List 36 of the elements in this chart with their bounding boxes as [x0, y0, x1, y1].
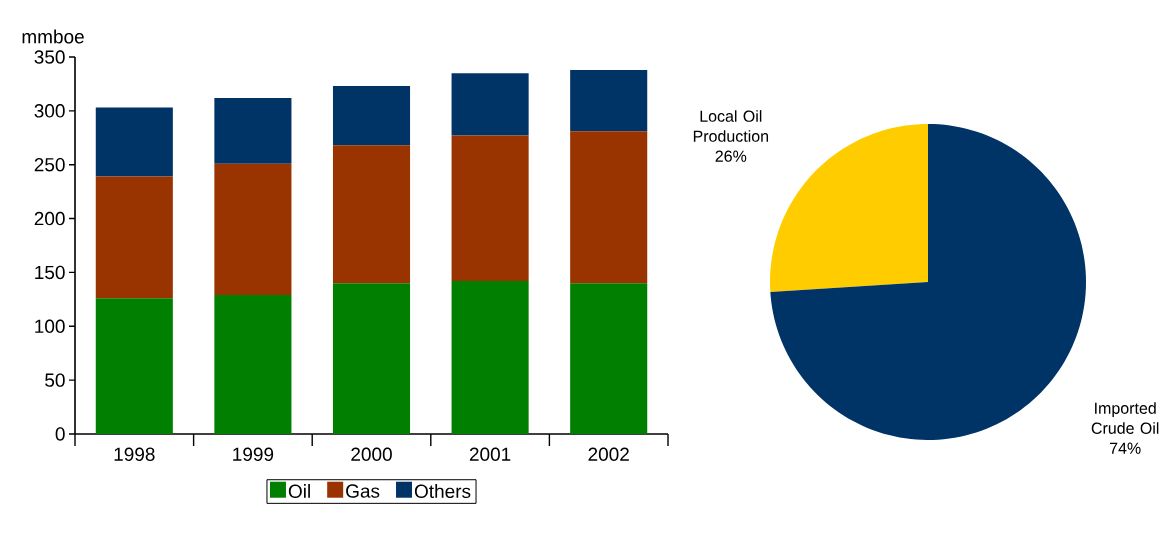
y-tick-label: 100	[35, 319, 65, 333]
y-tick-label: 50	[45, 373, 65, 387]
legend-label: Gas	[346, 484, 380, 498]
x-tick-label: 1998	[114, 447, 155, 461]
y-tick-label: 0	[55, 427, 65, 441]
y-tick-label: 300	[34, 104, 65, 118]
bar	[95, 107, 173, 177]
bar	[451, 281, 529, 434]
y-tick-label: 350	[34, 50, 65, 64]
bar	[332, 145, 411, 284]
y-axis-title: mmboe	[22, 29, 84, 44]
x-tick-label: 2000	[351, 447, 392, 461]
x-tick-label: 2001	[469, 447, 511, 461]
y-tick-label: 150	[35, 265, 65, 280]
bar	[570, 283, 648, 434]
bar	[451, 73, 529, 136]
bar	[332, 283, 411, 434]
slice-label: Imported Crude Oil	[1091, 402, 1159, 434]
y-tick-label: 250	[34, 157, 65, 172]
bar	[332, 86, 411, 146]
bar	[95, 176, 173, 299]
bar	[95, 298, 173, 434]
bar	[214, 97, 292, 164]
y-tick-label: 200	[34, 211, 65, 226]
bar	[214, 295, 292, 434]
x-tick-label: 2002	[588, 447, 629, 461]
slice-label: Local Oil Production	[693, 110, 769, 142]
legend-label: Oil	[288, 484, 310, 499]
data-label: 26%	[715, 150, 747, 162]
bar	[570, 131, 648, 284]
bar	[214, 163, 292, 296]
bar	[451, 135, 529, 282]
bar	[570, 69, 648, 132]
data-label: 74%	[1109, 442, 1141, 454]
legend-label: Others	[414, 484, 471, 499]
x-tick-label: 1999	[233, 447, 274, 461]
